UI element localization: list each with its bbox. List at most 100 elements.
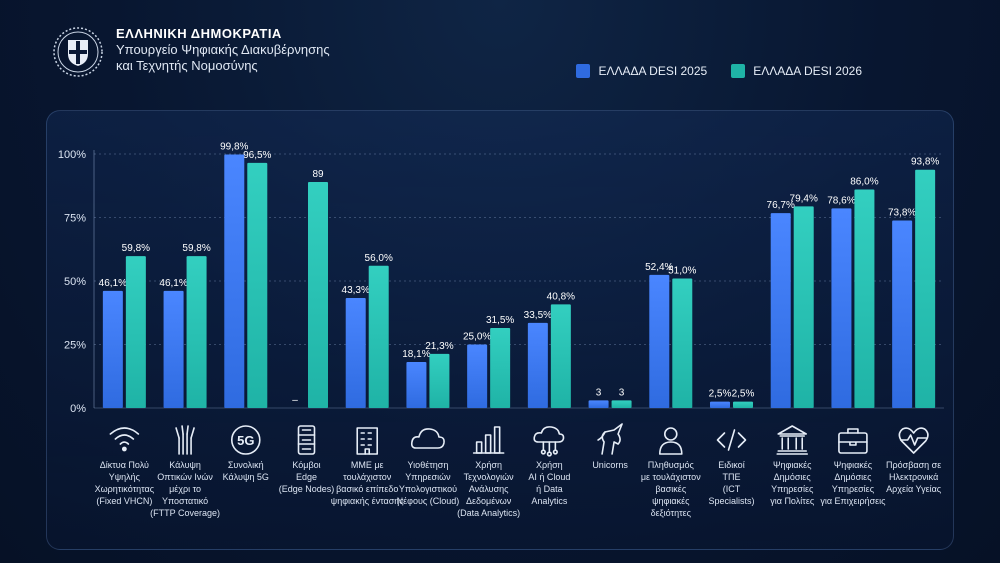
- category-label-line: (Fixed VHCN): [96, 496, 152, 506]
- category-label-line: Νέφους (Cloud): [397, 496, 460, 506]
- bar-2026: [550, 304, 571, 408]
- icon-node: [552, 449, 558, 455]
- icon-path: [898, 427, 929, 454]
- category-label: Ψηφιακές Δημόσιες Υπηρεσίες για Πολίτες: [770, 460, 815, 506]
- category-label-line: (Data Analytics): [457, 508, 520, 518]
- data-label-2026: 86,0%: [850, 177, 878, 188]
- category-label-line: Τεχνολογιών: [464, 472, 514, 482]
- data-label-2025: 76,7%: [767, 200, 795, 211]
- category-label-line: Unicorns: [592, 460, 628, 470]
- category-label-line: Αρχεία Υγείας: [886, 484, 942, 494]
- category-label: Πληθυσμός με τουλάχιστον βασικές ψηφιακές δε…: [641, 460, 701, 518]
- category-label-line: για Επιχειρήσεις: [820, 496, 886, 506]
- category-label-line: Χρήση: [475, 460, 502, 470]
- data-label-2026: 89: [312, 169, 324, 180]
- bar-2025: [102, 290, 123, 408]
- category-label-line: Υπολογιστικού: [399, 484, 457, 494]
- bar-2025: [163, 290, 184, 408]
- category-label-line: Κάλυψη: [169, 460, 201, 470]
- category-label-line: Ανάλυσης: [469, 484, 509, 494]
- bar-2026: [854, 189, 875, 408]
- y-tick-label: 100%: [58, 149, 86, 161]
- data-label-2025: 25,0%: [463, 332, 491, 343]
- category-label: Χρήση Τεχνολογιών Ανάλυσης Δεδομένων (Data A…: [457, 460, 520, 518]
- bar-2025: [770, 213, 791, 408]
- org-title: ΕΛΛΗΝΙΚΗ ΔΗΜΟΚΡΑΤΙΑ: [116, 26, 282, 41]
- category-label-line: ΤΠΕ: [723, 472, 741, 482]
- icon-path: [360, 432, 373, 455]
- category-label-line: με τουλάχιστον: [641, 472, 701, 482]
- category-label: ΜΜΕ με τουλάχιστον βασικό επίπεδο ψηφιακής …: [331, 460, 405, 506]
- icon-path: [776, 425, 809, 455]
- category-label-line: Χρήση: [536, 460, 563, 470]
- category-label-line: Δίκτυα Πολύ: [100, 460, 149, 470]
- category-label-line: AI ή Cloud: [528, 472, 570, 482]
- icon-path: [114, 434, 135, 440]
- category-label-line: Specialists): [708, 496, 754, 506]
- icon-path: [597, 431, 606, 441]
- icon-path: [658, 441, 683, 455]
- bar-2025: [588, 400, 609, 408]
- category-label-line: βασικές: [655, 484, 686, 494]
- category-label-line: Κάλυψη 5G: [223, 472, 269, 482]
- bar-2026: [672, 278, 693, 408]
- category-label-line: Ψηφιακές: [834, 460, 873, 470]
- category-label: Κόμβοι Edge (Edge Nodes): [279, 460, 335, 494]
- bar-2025: [406, 362, 427, 408]
- bar-2026: [308, 181, 328, 408]
- bar-2025: [345, 298, 366, 408]
- category-label-line: Δεδομένων: [466, 496, 512, 506]
- y-tick-label: 75%: [64, 213, 86, 225]
- legend-swatch-2025: [576, 64, 591, 78]
- y-tick-label: 25%: [64, 340, 86, 352]
- category-label-line: Ψηφιακές: [773, 460, 812, 470]
- icon-rect: [297, 425, 316, 455]
- data-label-2025: 78,6%: [827, 195, 855, 206]
- data-label-2026: 93,8%: [911, 157, 939, 168]
- category-label: Ψηφιακές Δημόσιες Υπηρεσίες για Επιχειρήσει…: [820, 460, 886, 506]
- icon-bar: [493, 426, 501, 454]
- data-label-2025: 52,4%: [645, 262, 673, 273]
- icon-rect: [356, 427, 379, 455]
- data-label-2026: 56,0%: [365, 253, 393, 264]
- icon-dot: [121, 446, 127, 452]
- category-label-line: βασικό επίπεδο: [336, 484, 398, 494]
- data-label-2026: 3: [619, 387, 625, 398]
- 5g-icon: 5G: [230, 425, 261, 455]
- data-label-2026: 31,5%: [486, 315, 514, 326]
- category-label-line: ψηφιακές: [652, 496, 690, 506]
- briefcase-icon: [838, 428, 868, 454]
- bar-2025: [831, 208, 852, 408]
- category-label: Συνολική Κάλυψη 5G: [223, 460, 269, 482]
- icon-ring: [230, 425, 261, 455]
- icon-bar: [484, 434, 492, 454]
- chart-legend: ΕΛΛΑΔΑ DESI 2025 ΕΛΛΑΔΑ DESI 2026: [576, 64, 862, 78]
- org-subtitle-line2: και Τεχνητής Νομοσύνης: [116, 58, 258, 73]
- icon-text: 5G: [237, 433, 254, 448]
- icon-path: [716, 429, 747, 451]
- bar-2026: [186, 256, 207, 408]
- category-label: Ειδικοί ΤΠΕ (ICT Specialists): [708, 460, 754, 506]
- cloud-network-icon: [533, 426, 565, 457]
- data-label-2026: 96,5%: [243, 150, 271, 161]
- category-label-line: Χωρητικότητας: [95, 484, 155, 494]
- bar-2026: [733, 401, 753, 408]
- data-label-2025: 46,1%: [99, 278, 127, 289]
- data-label-2025: 43,3%: [342, 285, 370, 296]
- bar-2026: [368, 265, 389, 408]
- code-icon: [716, 429, 747, 451]
- legend-item-2026: ΕΛΛΑΔΑ DESI 2026: [731, 64, 862, 78]
- data-label-2026: 59,8%: [182, 243, 210, 254]
- legend-label-2026: ΕΛΛΑΔΑ DESI 2026: [753, 64, 862, 78]
- icon-path: [297, 429, 316, 450]
- icon-node: [546, 451, 552, 457]
- coat-of-arms-icon: [53, 27, 103, 77]
- category-label-line: (FTTP Coverage): [150, 508, 220, 518]
- icon-path: [109, 427, 140, 435]
- icon-path: [838, 428, 868, 446]
- data-label-2025: 3: [596, 387, 602, 398]
- bar-2025: [892, 220, 913, 408]
- category-label-line: Ειδικοί: [718, 460, 744, 470]
- category-label-line: ή Data: [536, 484, 563, 494]
- category-label: Unicorns: [592, 460, 628, 470]
